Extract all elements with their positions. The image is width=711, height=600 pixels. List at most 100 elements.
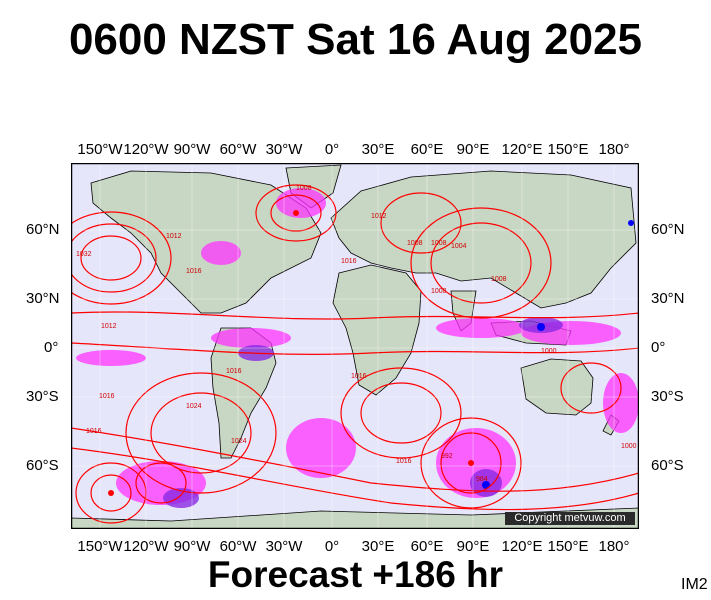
isobar-label: 1000: [541, 348, 557, 355]
isobar-label: 1008: [431, 288, 447, 295]
isobar-label: 984: [476, 476, 488, 483]
pressure-map-svg: 1008 1008 1012 1016 1016 1008 1004 1008 …: [71, 163, 639, 529]
lon-tick-top: 150°W: [77, 141, 123, 158]
isobar-label: 1016: [186, 268, 202, 275]
isobar-label: 1032: [76, 251, 92, 258]
isobar: [135, 462, 187, 504]
isobar-label: 1008: [296, 185, 312, 192]
copyright-notice: Copyright metvuw.com: [505, 512, 635, 525]
lon-tick-top: 90°E: [456, 141, 490, 158]
isobar: [270, 194, 322, 232]
lon-tick-top: 180°: [598, 141, 630, 158]
low-centre-marker: [108, 490, 114, 496]
europe-asia: [330, 170, 637, 309]
isobar: [255, 184, 337, 242]
isobar-label: 1024: [186, 403, 202, 410]
isobar-label: 1016: [351, 373, 367, 380]
lat-tick-left: 30°N: [26, 290, 60, 307]
lat-tick-left: 60°S: [26, 457, 59, 474]
australia: [520, 358, 594, 416]
isobar: [71, 311, 639, 320]
lon-tick-bottom: 120°E: [501, 538, 543, 555]
isobar: [71, 211, 172, 305]
isobar-label: 1024: [231, 438, 247, 445]
lon-tick-top: 60°W: [219, 141, 257, 158]
lon-tick-top: 60°E: [410, 141, 444, 158]
isobar-label: 1004: [451, 243, 467, 250]
isobar-labels: 1008 1008 1012 1016 1016 1008 1004 1008 …: [76, 185, 637, 483]
lon-tick-bottom: 150°W: [77, 538, 123, 555]
very-heavy-precipitation: [482, 220, 634, 489]
isobar: [71, 447, 639, 511]
isobar: [90, 474, 132, 512]
lon-tick-bottom: 180°: [598, 538, 630, 555]
lat-tick-right: 60°N: [651, 221, 685, 238]
isobar: [80, 235, 142, 281]
isobar-label: 1008: [491, 276, 507, 283]
lat-tick-right: 60°S: [651, 457, 684, 474]
lat-tick-right: 30°S: [651, 388, 684, 405]
graticule: [71, 163, 639, 529]
africa: [332, 264, 422, 396]
low-centre-marker: [293, 210, 299, 216]
rain-area: [603, 373, 639, 433]
isobars: [71, 184, 639, 524]
lon-tick-bottom: 0°: [324, 538, 340, 555]
rain-area: [211, 328, 291, 348]
lat-tick-left: 30°S: [26, 388, 59, 405]
pressure-centres: [108, 210, 474, 496]
rain-area: [286, 418, 356, 478]
isobar: [560, 362, 622, 414]
lon-tick-top: 0°: [324, 141, 340, 158]
isobar: [71, 427, 639, 492]
isobar: [360, 382, 442, 444]
lon-tick-top: 150°E: [547, 141, 589, 158]
isobar-label: 1008: [407, 240, 423, 247]
isobar: [125, 372, 277, 494]
pressure-map: 1008 1008 1012 1016 1016 1008 1004 1008 …: [71, 163, 639, 529]
isobar-label: 1016: [396, 458, 412, 465]
lon-tick-bottom: 60°E: [410, 538, 444, 555]
lon-tick-bottom: 30°W: [265, 538, 303, 555]
isobar-label: 1012: [101, 323, 117, 330]
lon-tick-top: 30°W: [265, 141, 303, 158]
isobar: [150, 392, 252, 474]
map-frame: [71, 163, 639, 529]
isobar: [340, 367, 462, 459]
isobar: [71, 342, 639, 355]
isobar: [380, 192, 462, 254]
rain-area: [276, 188, 326, 218]
rain-area: [76, 350, 146, 366]
rain-area: [201, 241, 241, 265]
very-heavy-rain-cell: [482, 481, 490, 489]
lon-tick-bottom: 90°W: [173, 538, 211, 555]
lon-tick-bottom: 30°E: [361, 538, 395, 555]
isobar: [71, 223, 157, 293]
lat-tick-left: 0°: [44, 339, 59, 356]
north-america: [90, 170, 322, 314]
forecast-hour: Forecast +186 hr: [207, 554, 504, 595]
isobar-label: 1016: [226, 368, 242, 375]
lon-tick-top: 120°W: [123, 141, 169, 158]
lat-tick-left: 60°N: [26, 221, 60, 238]
isobar-label: 1000: [621, 443, 637, 450]
lon-tick-top: 120°E: [501, 141, 543, 158]
rain-area: [436, 318, 526, 338]
lon-tick-bottom: 120°W: [123, 538, 169, 555]
isobar-label: 1008: [431, 240, 447, 247]
isobar: [410, 207, 552, 319]
very-heavy-rain-cell: [537, 323, 545, 331]
product-code: IM2: [681, 576, 708, 593]
lon-tick-top: 90°W: [173, 141, 211, 158]
lat-tick-right: 0°: [651, 339, 666, 356]
isobar-label: 1012: [166, 233, 182, 240]
isobar-label: 1016: [341, 258, 357, 265]
lon-tick-bottom: 60°W: [219, 538, 257, 555]
lon-tick-bottom: 90°E: [456, 538, 490, 555]
very-heavy-rain-cell: [628, 220, 634, 226]
isobar-label: 1016: [99, 393, 115, 400]
isobar-label: 1012: [371, 213, 387, 220]
lon-tick-bottom: 150°E: [547, 538, 589, 555]
isobar-label: 1016: [86, 428, 102, 435]
isobar: [440, 432, 502, 494]
